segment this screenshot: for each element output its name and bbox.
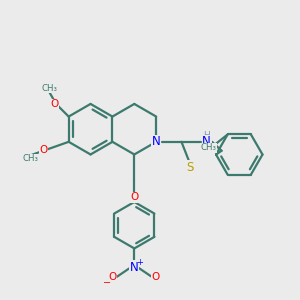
Text: CH₃: CH₃	[41, 84, 57, 93]
Text: O: O	[109, 272, 117, 283]
Text: CH₃: CH₃	[22, 154, 39, 163]
Text: −: −	[103, 278, 112, 288]
Text: N: N	[152, 135, 161, 148]
Text: O: O	[39, 145, 47, 155]
Text: H: H	[203, 131, 210, 140]
Text: CH₃: CH₃	[200, 143, 216, 152]
Text: +: +	[136, 257, 143, 266]
Text: N: N	[202, 135, 211, 148]
Text: N: N	[130, 261, 139, 274]
Text: O: O	[152, 272, 160, 283]
Text: S: S	[187, 161, 194, 174]
Text: O: O	[51, 99, 59, 109]
Text: O: O	[130, 192, 138, 203]
